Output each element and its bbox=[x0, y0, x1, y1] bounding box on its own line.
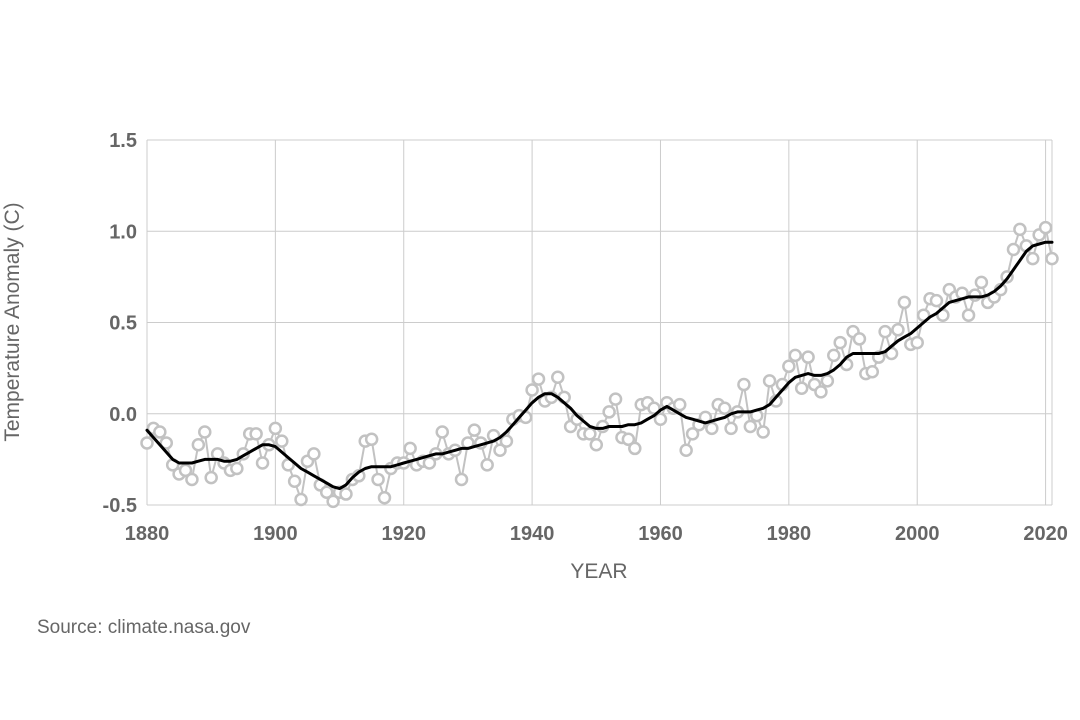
annual-data-point bbox=[422, 456, 437, 470]
x-tick-label: 1920 bbox=[381, 523, 426, 545]
annual-data-point bbox=[403, 441, 417, 456]
annual-data-point bbox=[865, 365, 880, 379]
annual-data-point bbox=[249, 427, 263, 441]
x-tick-label: 2000 bbox=[895, 523, 940, 545]
annual-data-point bbox=[525, 383, 539, 397]
annual-data-point bbox=[435, 425, 449, 439]
annual-data-point bbox=[672, 397, 687, 412]
annual-data-point bbox=[602, 405, 616, 419]
annual-data-point bbox=[782, 359, 796, 374]
annual-data-point bbox=[364, 432, 379, 447]
y-tick-label: 0.0 bbox=[109, 404, 137, 426]
x-tick-label: 1880 bbox=[125, 523, 170, 545]
x-axis-title: YEAR bbox=[570, 560, 627, 583]
annual-data-point bbox=[583, 427, 597, 441]
annual-data-point bbox=[499, 434, 514, 448]
x-tick-label: 1960 bbox=[638, 523, 683, 545]
annual-data-point bbox=[685, 427, 700, 441]
annual-data-point bbox=[287, 474, 302, 489]
annual-data-point bbox=[454, 472, 469, 487]
annual-data-point bbox=[756, 425, 770, 439]
y-tick-label: 1.0 bbox=[109, 221, 137, 243]
annual-data-point bbox=[185, 472, 199, 487]
y-axis-ticks: -0.5 0.0 0.5 1.0 1.5 bbox=[103, 130, 137, 517]
annual-data-point bbox=[705, 421, 719, 436]
annual-data-point bbox=[878, 324, 892, 339]
annual-data-point bbox=[191, 438, 206, 452]
x-tick-label: 1900 bbox=[253, 523, 298, 545]
annual-data-point bbox=[794, 381, 809, 395]
grid-lines bbox=[146, 139, 1053, 506]
annual-data-point bbox=[1045, 251, 1059, 266]
annual-data-point bbox=[788, 348, 803, 363]
source-caption: Source: climate.nasa.gov bbox=[37, 617, 251, 638]
annual-data-point bbox=[1025, 251, 1040, 266]
annual-data-point bbox=[679, 443, 693, 457]
x-axis-ticks: 1880 1900 1920 1940 1960 1980 2000 2020 bbox=[125, 523, 1068, 545]
annual-data-point bbox=[628, 441, 642, 456]
annual-data-point bbox=[814, 385, 828, 399]
annual-data-point bbox=[827, 348, 841, 363]
annual-data-point bbox=[294, 492, 308, 507]
annual-data-point bbox=[204, 470, 218, 485]
annual-data-point bbox=[968, 288, 982, 302]
annual-data-point bbox=[255, 456, 270, 470]
annual-data-point bbox=[1006, 242, 1021, 257]
annual-data-point bbox=[833, 335, 847, 350]
annual-data-point bbox=[230, 461, 244, 476]
annual-data-point bbox=[762, 374, 777, 388]
annual-data-point bbox=[1038, 220, 1053, 235]
annual-data-point bbox=[153, 425, 167, 439]
annual-data-point bbox=[377, 490, 392, 505]
x-tick-label: 1980 bbox=[767, 523, 812, 545]
annual-data-point bbox=[480, 458, 494, 472]
y-tick-label: -0.5 bbox=[103, 495, 137, 517]
y-tick-label: 0.5 bbox=[109, 313, 137, 335]
annual-data-point bbox=[737, 377, 751, 392]
annual-data-point bbox=[801, 350, 815, 364]
annual-data-point bbox=[319, 485, 334, 499]
annual-data-point bbox=[589, 438, 604, 452]
annual-data-point bbox=[268, 421, 283, 436]
x-tick-label: 1940 bbox=[510, 523, 555, 545]
annual-data-point bbox=[743, 419, 758, 434]
annual-data-point bbox=[724, 421, 738, 436]
annual-data-point bbox=[371, 472, 385, 487]
annual-data-point bbox=[653, 412, 668, 426]
annual-data-point bbox=[140, 436, 154, 450]
annual-mean-line bbox=[146, 226, 1053, 503]
annual-data-point bbox=[621, 432, 636, 447]
annual-mean-series bbox=[140, 220, 1059, 509]
annual-data-point bbox=[929, 293, 944, 308]
annual-data-point bbox=[820, 374, 835, 388]
x-tick-label: 2020 bbox=[1023, 523, 1068, 545]
y-tick-label: 1.5 bbox=[109, 130, 137, 152]
annual-data-point bbox=[961, 308, 976, 322]
annual-data-point bbox=[307, 447, 321, 461]
smoothed-line bbox=[145, 240, 1054, 491]
annual-data-point bbox=[531, 372, 546, 386]
annual-data-point bbox=[551, 370, 565, 384]
annual-data-point bbox=[159, 436, 174, 450]
y-axis-title: Temperature Anomaly (C) bbox=[1, 202, 24, 441]
annual-data-point bbox=[891, 323, 905, 337]
annual-data-point bbox=[897, 295, 912, 310]
annual-data-point bbox=[852, 332, 867, 346]
annual-data-point bbox=[467, 423, 482, 437]
annual-data-point bbox=[339, 487, 353, 501]
annual-data-point bbox=[608, 392, 623, 406]
annual-data-point bbox=[974, 275, 989, 290]
annual-data-point bbox=[198, 425, 212, 439]
annual-data-point bbox=[1013, 222, 1027, 237]
annual-data-point bbox=[178, 463, 193, 478]
annual-data-point bbox=[717, 401, 732, 416]
annual-data-point bbox=[275, 434, 289, 448]
smoothed-series bbox=[145, 240, 1054, 491]
annual-data-point bbox=[910, 335, 924, 350]
annual-data-point bbox=[493, 443, 507, 457]
annual-data-point bbox=[326, 494, 340, 509]
